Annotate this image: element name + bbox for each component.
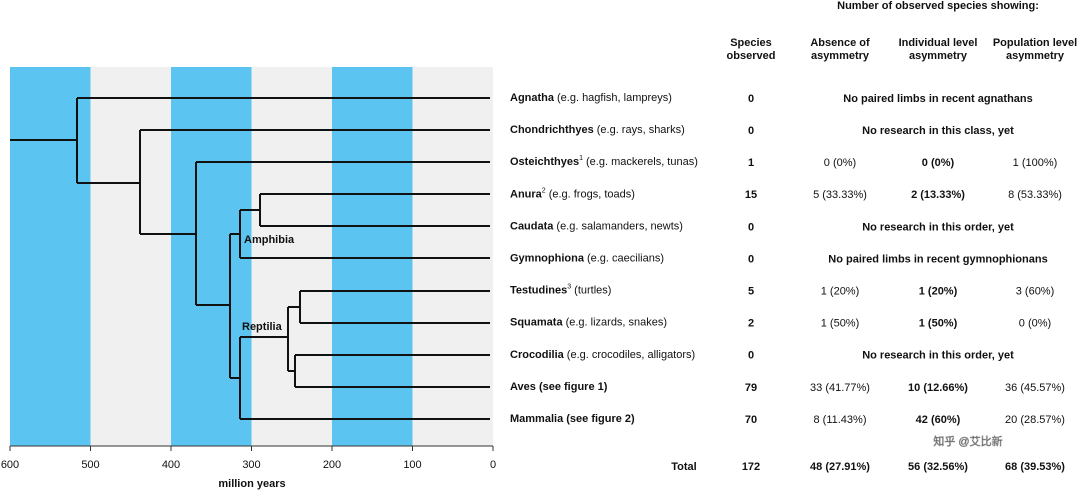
taxon-label: Testudines3 (turtles) — [510, 283, 611, 296]
species-count: 5 — [748, 286, 754, 298]
note: No paired limbs in recent agnathans — [843, 93, 1033, 105]
example: (e.g. crocodiles, alligators) — [567, 349, 695, 361]
footnote-mark: 1 — [579, 155, 583, 162]
time-band — [90, 67, 171, 446]
time-band — [412, 67, 493, 446]
total-cell: 48 (27.91%) — [810, 461, 870, 473]
clade-label: Reptilia — [242, 321, 283, 333]
example: (e.g. caecilians) — [587, 252, 664, 264]
cell: 0 (0%) — [1019, 318, 1051, 330]
species-count: 70 — [745, 414, 757, 426]
taxon: Anura — [510, 188, 543, 200]
taxon: Mammalia (see figure 2) — [510, 413, 635, 425]
species-count: 0 — [748, 125, 754, 137]
note: No research in this class, yet — [862, 125, 1014, 137]
taxon-label: Anura2 (e.g. frogs, toads) — [510, 187, 635, 200]
taxon: Crocodilia — [510, 349, 565, 361]
taxon: Osteichthyes — [510, 156, 579, 168]
cell: 10 (12.66%) — [908, 382, 968, 394]
taxon-label: Chondrichthyes (e.g. rays, sharks) — [510, 124, 685, 136]
cell: 1 (20%) — [821, 286, 860, 298]
species-count: 2 — [748, 318, 754, 330]
cell: 3 (60%) — [1016, 286, 1055, 298]
cell: 42 (60%) — [916, 414, 961, 426]
species-count: 0 — [748, 221, 754, 233]
clade-label: Amphibia — [244, 234, 295, 246]
example: (e.g. hagfish, lampreys) — [557, 92, 672, 104]
note: No research in this order, yet — [862, 221, 1014, 233]
total-species: 172 — [742, 461, 760, 473]
cell: 1 (100%) — [1013, 157, 1058, 169]
taxon-label: Squamata (e.g. lizards, snakes) — [510, 317, 667, 329]
column-header: observed — [727, 50, 776, 62]
footnote-mark: 3 — [567, 283, 571, 290]
tick-label: 600 — [1, 459, 19, 471]
total-label: Total — [671, 461, 696, 473]
species-count: 0 — [748, 350, 754, 362]
taxon: Gymnophiona — [510, 252, 585, 264]
column-header: Absence of — [810, 37, 870, 49]
cell: 33 (41.77%) — [810, 382, 870, 394]
example: (e.g. lizards, snakes) — [566, 317, 667, 329]
time-band — [332, 67, 413, 446]
column-header: asymmetry — [811, 50, 870, 62]
species-count: 79 — [745, 382, 757, 394]
taxon: Agnatha — [510, 92, 555, 104]
tick-label: 400 — [162, 459, 180, 471]
watermark: 知乎 @艾比新 — [933, 434, 1002, 448]
tick-label: 100 — [403, 459, 421, 471]
tick-label: 200 — [323, 459, 341, 471]
example: (turtles) — [574, 285, 611, 297]
cell: 20 (28.57%) — [1005, 414, 1065, 426]
taxon: Chondrichthyes — [510, 124, 594, 136]
cell: 1 (50%) — [919, 318, 958, 330]
example: (e.g. mackerels, tunas) — [586, 156, 698, 168]
taxon-label: Gymnophiona (e.g. caecilians) — [510, 252, 664, 264]
taxon: Testudines — [510, 285, 567, 297]
note: No research in this order, yet — [862, 350, 1014, 362]
footnote-mark: 2 — [542, 187, 546, 194]
species-count: 1 — [748, 157, 754, 169]
cell: 0 (0%) — [824, 157, 856, 169]
column-header: asymmetry — [1006, 50, 1065, 62]
cell: 5 (33.33%) — [813, 189, 867, 201]
axis-label: million years — [218, 478, 285, 490]
taxon-label: Crocodilia (e.g. crocodiles, alligators) — [510, 349, 695, 361]
note: No paired limbs in recent gymnophionans — [828, 253, 1047, 265]
cell: 8 (11.43%) — [814, 414, 867, 426]
taxon: Squamata — [510, 317, 563, 329]
total-cell: 56 (32.56%) — [908, 461, 968, 473]
time-band — [10, 67, 91, 446]
cell: 36 (45.57%) — [1005, 382, 1065, 394]
species-count: 0 — [748, 253, 754, 265]
taxon: Aves (see figure 1) — [510, 381, 608, 393]
example: (e.g. frogs, toads) — [549, 188, 635, 200]
example: (e.g. salamanders, newts) — [556, 220, 683, 232]
species-count: 0 — [748, 93, 754, 105]
species-count: 15 — [745, 189, 757, 201]
total-cell: 68 (39.53%) — [1005, 461, 1065, 473]
taxon-label: Agnatha (e.g. hagfish, lampreys) — [510, 92, 672, 104]
column-header: Population level — [993, 37, 1077, 49]
column-header: asymmetry — [909, 50, 968, 62]
tick-label: 0 — [490, 459, 496, 471]
column-header: Individual level — [899, 37, 978, 49]
cell: 1 (20%) — [919, 286, 958, 298]
column-header: Species — [730, 37, 772, 49]
cell: 8 (53.33%) — [1008, 189, 1062, 201]
taxon-label: Osteichthyes1 (e.g. mackerels, tunas) — [510, 155, 698, 168]
taxon: Caudata — [510, 220, 554, 232]
cell: 2 (13.33%) — [911, 189, 965, 201]
taxon-label: Caudata (e.g. salamanders, newts) — [510, 220, 683, 232]
tick-label: 500 — [81, 459, 99, 471]
cell: 0 (0%) — [922, 157, 955, 169]
tick-label: 300 — [242, 459, 260, 471]
cell: 1 (50%) — [821, 318, 860, 330]
taxon-label: Aves (see figure 1) — [510, 381, 608, 393]
taxon-label: Mammalia (see figure 2) — [510, 413, 635, 425]
header-group: Number of observed species showing: — [837, 0, 1039, 12]
example: (e.g. rays, sharks) — [597, 124, 685, 136]
time-band — [251, 67, 332, 446]
